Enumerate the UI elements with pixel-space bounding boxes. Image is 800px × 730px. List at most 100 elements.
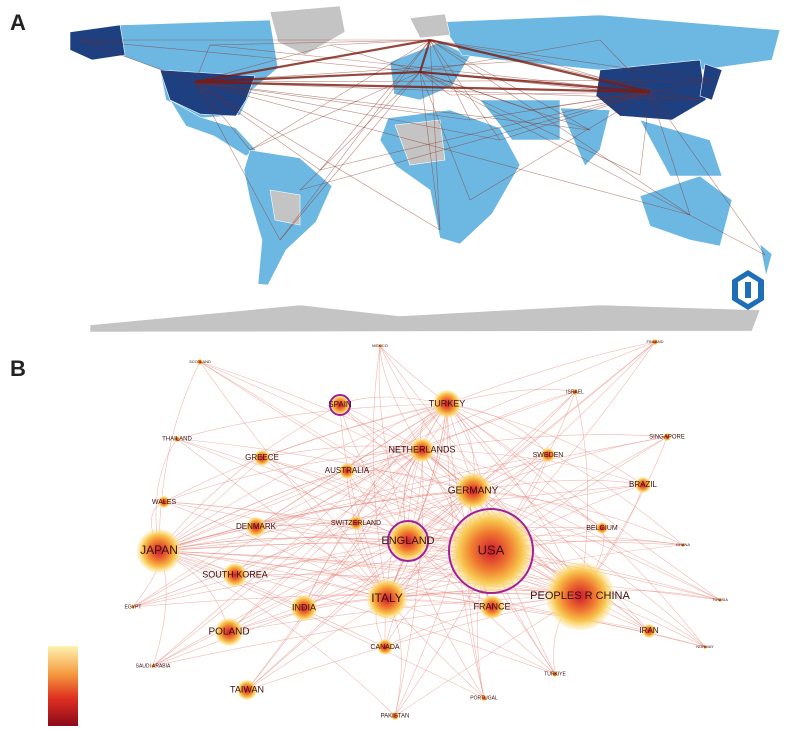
japan (699, 63, 723, 101)
edge (246, 595, 581, 691)
alaska (69, 24, 126, 61)
node-label: MEXICO (372, 343, 388, 348)
link (429, 39, 471, 121)
edge (446, 403, 706, 648)
edge (246, 449, 423, 691)
india (559, 107, 611, 167)
edge (255, 526, 581, 597)
logo (732, 270, 764, 310)
node (174, 436, 180, 442)
node (388, 521, 428, 561)
edge (407, 391, 576, 542)
node-ring (329, 394, 351, 416)
edge (446, 389, 576, 405)
link (429, 39, 501, 141)
link (194, 44, 331, 83)
middle-east (479, 99, 561, 141)
node-label: NORWAY (696, 644, 714, 649)
link (649, 79, 711, 93)
edge (472, 490, 684, 546)
link (194, 81, 471, 121)
node-label: PAKISTAN (381, 714, 410, 720)
link (419, 70, 651, 94)
edge (158, 403, 448, 552)
link (419, 71, 451, 96)
edge (421, 449, 603, 529)
network-edges (132, 341, 721, 717)
node-label: INDIA (292, 602, 316, 612)
node-label: ITALY (371, 591, 403, 605)
node (223, 563, 247, 587)
link (599, 39, 651, 93)
edge (386, 449, 423, 600)
node-label: PEOPLES R CHINA (530, 590, 630, 602)
link (209, 39, 431, 46)
node-ring (387, 520, 429, 562)
edge (394, 449, 424, 717)
link (429, 38, 651, 94)
node-label: SOUTH KOREA (202, 569, 268, 579)
edge (446, 403, 684, 546)
edge (163, 449, 423, 503)
node (349, 516, 363, 530)
edge (421, 449, 721, 601)
edge (255, 449, 423, 528)
edge (346, 403, 448, 472)
node (197, 359, 203, 365)
link (194, 81, 441, 231)
southeast-asia (639, 119, 723, 177)
edge (246, 490, 474, 691)
node (449, 509, 533, 593)
link (419, 71, 766, 256)
edge (407, 484, 644, 542)
edge (158, 404, 341, 552)
edge (261, 403, 448, 459)
node (652, 339, 658, 345)
edge (339, 404, 388, 600)
link (329, 44, 421, 73)
edge (132, 403, 448, 608)
edge (158, 550, 556, 675)
link (639, 91, 651, 176)
link (429, 39, 591, 131)
edge (386, 598, 706, 648)
link (419, 71, 441, 231)
node (151, 664, 155, 668)
edge (303, 593, 581, 609)
link (419, 39, 601, 73)
edge (472, 490, 721, 601)
node (596, 522, 608, 534)
node-label: PORTUGAL (470, 695, 498, 701)
edge (158, 550, 721, 601)
node-label: SPAIN (328, 400, 352, 409)
edge (234, 574, 581, 597)
edge (158, 391, 576, 552)
link (194, 81, 691, 216)
edge (446, 403, 721, 601)
node-label: TURKEY (429, 398, 466, 408)
edge (446, 341, 656, 405)
node-label: EGYPT (125, 604, 142, 610)
link (499, 91, 651, 141)
edge (446, 403, 650, 632)
node (455, 473, 491, 509)
link (469, 91, 651, 121)
edge (472, 490, 603, 529)
link (194, 79, 711, 83)
region (269, 189, 301, 226)
link (299, 71, 421, 191)
link (419, 71, 641, 176)
edge (379, 345, 423, 451)
link (649, 91, 691, 216)
edge (158, 550, 386, 648)
node (410, 438, 434, 462)
edge (446, 403, 549, 456)
link (79, 39, 196, 83)
panel-label: A (10, 10, 26, 35)
edge (472, 341, 656, 492)
node-label: FINLAND (646, 339, 663, 344)
edge (158, 550, 706, 648)
edge (246, 403, 448, 691)
edge (158, 454, 549, 552)
